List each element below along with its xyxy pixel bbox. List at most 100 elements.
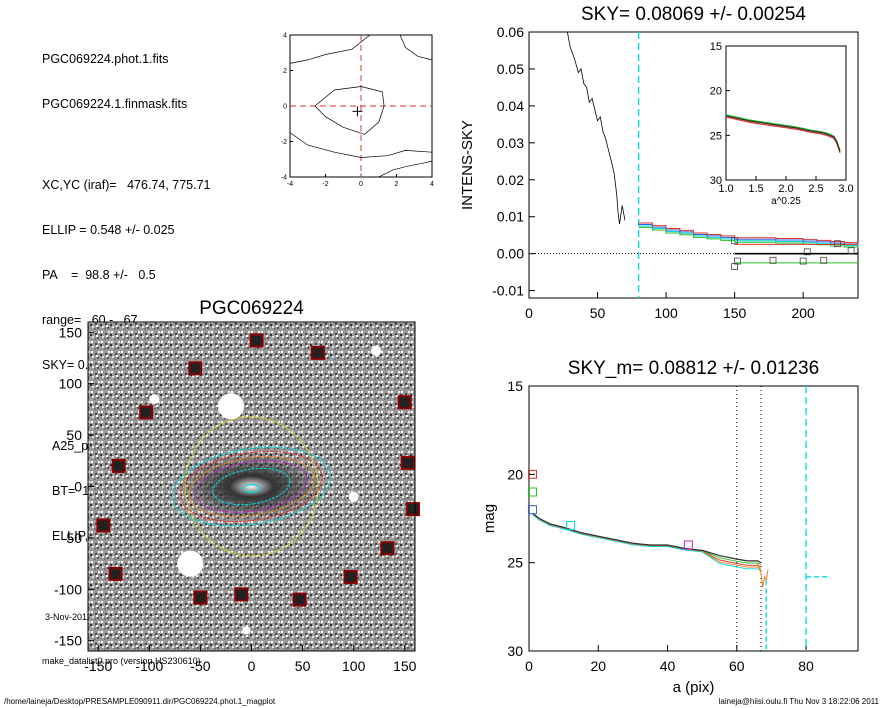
mag-profile-x-tick-label: 80	[798, 658, 814, 674]
sky-sample-square	[820, 256, 828, 264]
sky-sample-square	[834, 240, 841, 248]
sky-box	[96, 518, 111, 533]
sky-box	[234, 587, 249, 602]
galaxy-y-tick-label: 0	[74, 479, 82, 495]
contour-x-tick-label: 2	[395, 181, 399, 188]
sky-box	[380, 541, 395, 556]
galaxy-title: PGC069224	[199, 298, 304, 319]
contour-x-tick-label: 0	[359, 181, 363, 188]
isophote-ellipse	[184, 416, 319, 557]
galaxy-y-tick-label: -100	[54, 581, 82, 597]
bright-star	[371, 345, 382, 356]
sky-sample-square	[847, 247, 855, 255]
sky-profile-y-tick-label: 0.05	[497, 61, 524, 77]
mag-profile-y-tick-label: 30	[507, 643, 523, 659]
mag-profile-series	[532, 514, 762, 571]
inset-x-tick-label: 2.5	[808, 183, 823, 195]
sky-profile-title: SKY= 0.08069 +/- 0.00254	[581, 4, 806, 25]
mag-profile-marker-square	[527, 505, 537, 515]
contour-line-upper	[289, 34, 371, 64]
sky-box	[193, 590, 208, 605]
inset-x-tick-label: 1.5	[748, 183, 763, 195]
contour-x-tick-label: -4	[287, 181, 293, 188]
galaxy-y-tick-label: 150	[59, 324, 83, 340]
isophote-ellipse	[172, 446, 331, 527]
sky-box	[405, 502, 420, 517]
galaxy-x-tick-label: 150	[393, 658, 417, 674]
sky-profile-x-tick-label: 150	[723, 305, 747, 321]
sky-profile-y-tick-label: 0.04	[497, 98, 524, 114]
sky-profile-step-series	[638, 226, 859, 248]
contour-x-tick-label: 4	[430, 181, 434, 188]
sky-sample-square	[731, 263, 739, 270]
sky-box	[139, 405, 154, 420]
sky-sample-square	[799, 257, 807, 265]
galaxy-x-tick-label: 0	[248, 658, 256, 674]
inset-x-tick-label: 3.0	[838, 183, 853, 195]
contour-y-tick-label: 4	[283, 33, 287, 40]
inset-y-tick-label: 15	[710, 41, 722, 53]
mag-profile-x-axis-label: a (pix)	[673, 679, 715, 696]
sky-profile-y-tick-label: -0.01	[492, 283, 524, 299]
sky-box	[343, 569, 358, 584]
sky-profile-x-tick-label: 100	[654, 305, 678, 321]
contour-x-tick-label: -2	[322, 181, 328, 188]
inset-x-tick-label: 1.0	[718, 183, 733, 195]
info-line: PGC069224.1.finmask.fits	[42, 97, 188, 111]
sky-box	[400, 455, 415, 470]
inset-series	[725, 115, 841, 152]
mag-profile-series	[532, 512, 762, 564]
inset-y-tick-label: 25	[710, 130, 722, 142]
bright-star	[218, 393, 245, 420]
mag-profile-frame	[528, 385, 859, 652]
contour-y-tick-label: 0	[283, 104, 287, 111]
sky-box	[111, 458, 126, 473]
program-line: make_datalist0.pro (version HS230610)	[42, 656, 201, 666]
contour-line-corner	[378, 160, 433, 178]
galaxy-x-tick-label: 100	[342, 658, 366, 674]
galaxy-y-tick-label: -150	[54, 633, 82, 649]
sky-sample-square	[803, 248, 811, 256]
sky-profile-y-axis-label: INTENS-SKY	[459, 120, 476, 210]
sky-box	[249, 333, 264, 348]
sky-box	[292, 592, 307, 607]
mag-profile-marker-square	[566, 521, 576, 531]
sky-box	[188, 361, 203, 376]
info-line: PA = 98.8 +/- 0.5	[42, 268, 156, 282]
galaxy-y-tick-label: -50	[62, 530, 82, 546]
mag-profile-marker-square	[527, 487, 537, 497]
bright-star	[242, 626, 251, 635]
contour-y-tick-label: -4	[281, 175, 287, 182]
sky-profile-x-tick-label: 50	[590, 305, 606, 321]
galaxy-x-tick-label: 50	[295, 658, 311, 674]
inset-y-tick-label: 20	[710, 86, 722, 98]
isophote-ellipse	[212, 467, 291, 506]
contour-line-inner	[314, 86, 385, 135]
sky-profile-y-tick-label: 0.06	[497, 24, 524, 40]
mag-profile-tail	[757, 562, 769, 588]
isophote-ellipse-inner	[242, 483, 261, 494]
sky-profile-y-tick-label: 0.01	[497, 209, 524, 225]
mag-profile-y-axis-label: mag	[481, 504, 498, 533]
mag-profile-x-tick-label: 60	[729, 658, 745, 674]
galaxy-x-tick-label: -150	[84, 658, 112, 674]
inset-x-axis-label: a^0.25	[771, 196, 801, 207]
sky-profile-y-tick-label: 0.02	[497, 172, 524, 188]
isophote-ellipse	[188, 456, 315, 517]
inset-x-tick-label: 2.0	[778, 183, 793, 195]
galaxy-x-tick-label: -50	[190, 658, 210, 674]
sky-profile-frame	[528, 31, 859, 299]
info-line: PGC069224.phot.1.fits	[42, 52, 169, 66]
inset-frame	[725, 45, 847, 181]
sky-box	[397, 395, 412, 410]
mag-profile-y-tick-label: 20	[507, 466, 523, 482]
sky-profile-x-tick-label: 0	[525, 305, 533, 321]
mag-profile-title: SKY_m= 0.08812 +/- 0.01236	[568, 358, 819, 379]
footer-path: /home/laineja/Desktop/PRESAMPLE090911.di…	[4, 697, 276, 706]
contour-line-topright	[399, 34, 433, 61]
sky-profile-step-series	[638, 222, 859, 244]
info-line: XC,YC (iraf)= 476.74, 775.71	[42, 178, 211, 192]
footer-stamp: laineja@hiisi.oulu.fi Thu Nov 3 18:22:06…	[718, 697, 879, 706]
sky-profile-y-tick-label: 0.03	[497, 135, 524, 151]
